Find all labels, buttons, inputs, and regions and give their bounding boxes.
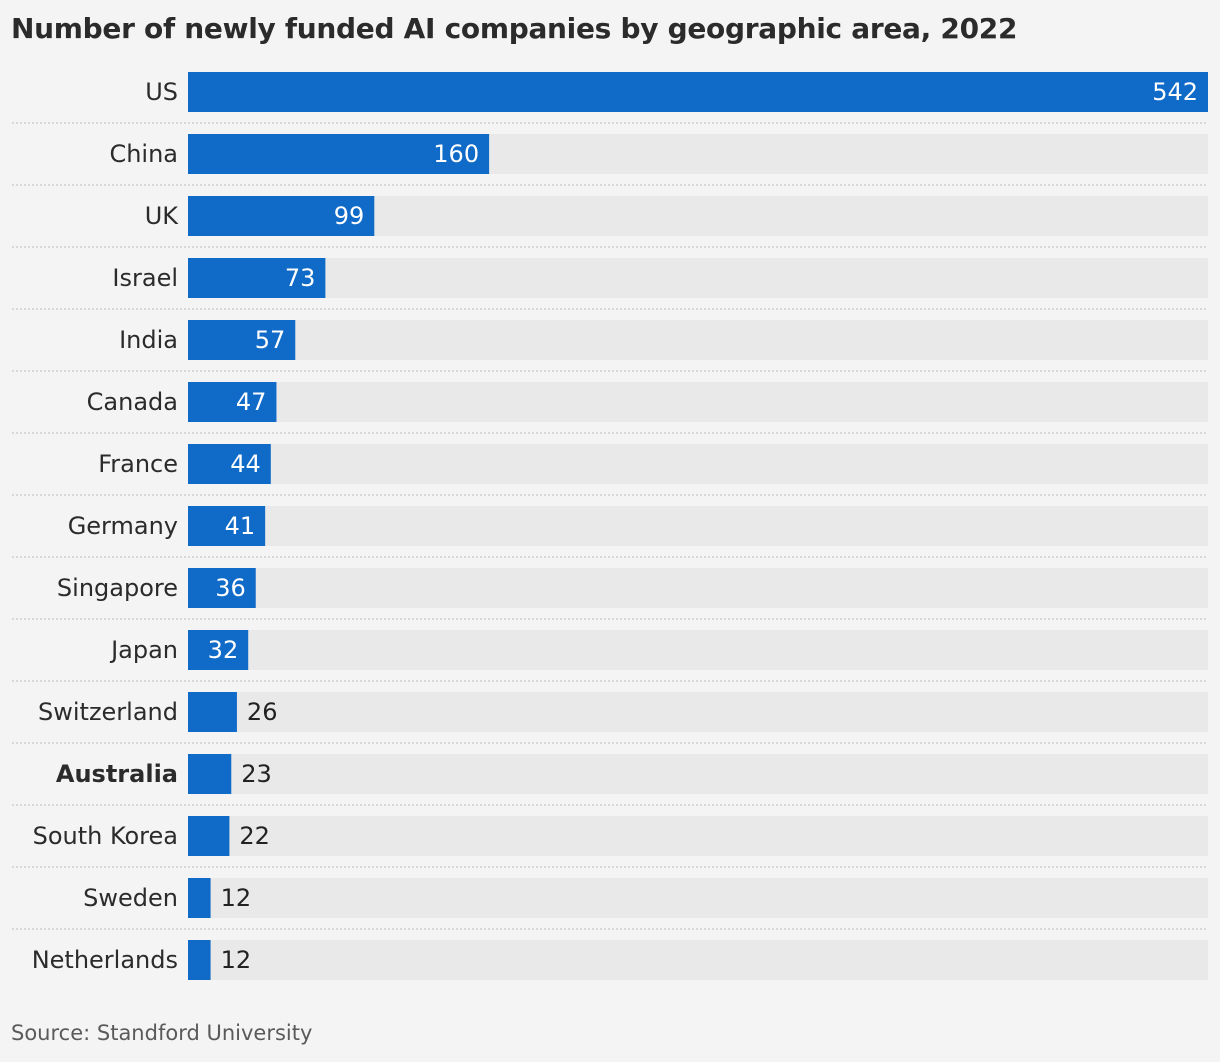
category-label: France: [98, 450, 178, 478]
value-label: 41: [225, 512, 256, 540]
bar: [188, 444, 271, 484]
category-label: India: [119, 326, 178, 354]
category-label: Japan: [109, 636, 178, 664]
bar: [188, 878, 211, 918]
value-label: 99: [334, 202, 365, 230]
bar-track: [188, 568, 1208, 608]
bar: [188, 382, 277, 422]
value-label: 47: [236, 388, 267, 416]
bar: [188, 754, 232, 794]
bar-track: [188, 444, 1208, 484]
bar-track: [188, 320, 1208, 360]
value-label: 36: [215, 574, 246, 602]
value-label: 12: [221, 946, 252, 974]
bar-track: [188, 382, 1208, 422]
category-label: South Korea: [33, 822, 178, 850]
bar: [188, 816, 230, 856]
value-label: 22: [239, 822, 270, 850]
bar-chart: US 542 China 160 UK 99 Israel 73 India 57 Canada 47…: [12, 72, 1208, 980]
bar-track: [188, 878, 1208, 918]
bar: [188, 568, 256, 608]
category-label: UK: [145, 202, 180, 230]
category-label: Canada: [87, 388, 178, 416]
chart-title: Number of newly funded AI companies by g…: [11, 12, 1018, 45]
bar: [188, 134, 490, 174]
category-label: Germany: [68, 512, 178, 540]
category-label: Israel: [112, 264, 178, 292]
bar: [188, 196, 375, 236]
bar: [188, 320, 296, 360]
bar: [188, 940, 211, 980]
value-label: 32: [208, 636, 239, 664]
bar: [188, 630, 249, 670]
value-label: 23: [241, 760, 272, 788]
category-label: Singapore: [57, 574, 178, 602]
bar-track: [188, 506, 1208, 546]
value-label: 44: [230, 450, 261, 478]
value-label: 26: [247, 698, 278, 726]
bar-track: [188, 258, 1208, 298]
bar: [188, 692, 237, 732]
bar-track: [188, 816, 1208, 856]
source-note: Source: Standford University: [11, 1021, 313, 1045]
category-label: Australia: [56, 760, 178, 788]
value-label: 160: [433, 140, 479, 168]
bar: [188, 506, 266, 546]
bar-track: [188, 692, 1208, 732]
bar-track: [188, 940, 1208, 980]
bar: [188, 72, 1208, 112]
category-label: US: [145, 78, 178, 106]
value-label: 12: [221, 884, 252, 912]
value-label: 57: [255, 326, 286, 354]
category-label: Switzerland: [38, 698, 178, 726]
value-label: 73: [285, 264, 316, 292]
category-label: China: [109, 140, 178, 168]
value-label: 542: [1152, 78, 1198, 106]
bar-track: [188, 630, 1208, 670]
bar-track: [188, 754, 1208, 794]
category-label: Netherlands: [32, 946, 178, 974]
bar: [188, 258, 326, 298]
category-label: Sweden: [83, 884, 178, 912]
